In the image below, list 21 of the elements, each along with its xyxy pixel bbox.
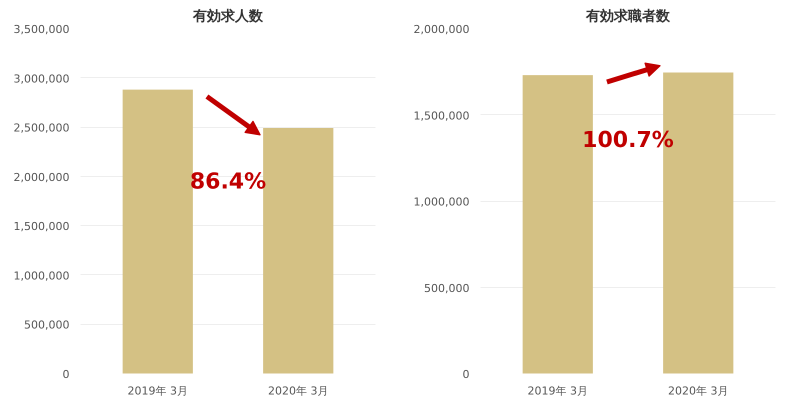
annotation: 86.4% xyxy=(190,170,266,195)
y-tick-label: 500,000 xyxy=(24,318,70,332)
y-tick-label: 1,500,000 xyxy=(14,220,70,234)
x-tick-label: 2019年 3月 xyxy=(528,384,588,398)
y-tick-label: 3,000,000 xyxy=(14,72,70,86)
annotation: 100.7% xyxy=(582,128,674,154)
x-tick-label: 2020年 3月 xyxy=(268,384,328,398)
y-tick-label: 0 xyxy=(462,368,470,381)
y-tick-label: 1,500,000 xyxy=(414,109,470,122)
y-tick-label: 3,500,000 xyxy=(14,23,70,36)
y-tick-label: 1,000,000 xyxy=(14,269,70,282)
y-tick-label: 1,000,000 xyxy=(414,196,470,208)
x-tick-label: 2020年 3月 xyxy=(668,384,728,398)
y-tick-label: 2,000,000 xyxy=(14,170,70,184)
y-tick-label: 2,500,000 xyxy=(14,122,70,135)
y-tick-label: 500,000 xyxy=(424,282,470,295)
y-tick-label: 0 xyxy=(62,368,70,381)
y-tick-label: 2,000,000 xyxy=(414,23,470,36)
chart-title: 有効求職者数 xyxy=(585,8,671,24)
x-tick-label: 2019年 3月 xyxy=(128,384,188,398)
chart-title: 有効求人数 xyxy=(192,8,264,24)
